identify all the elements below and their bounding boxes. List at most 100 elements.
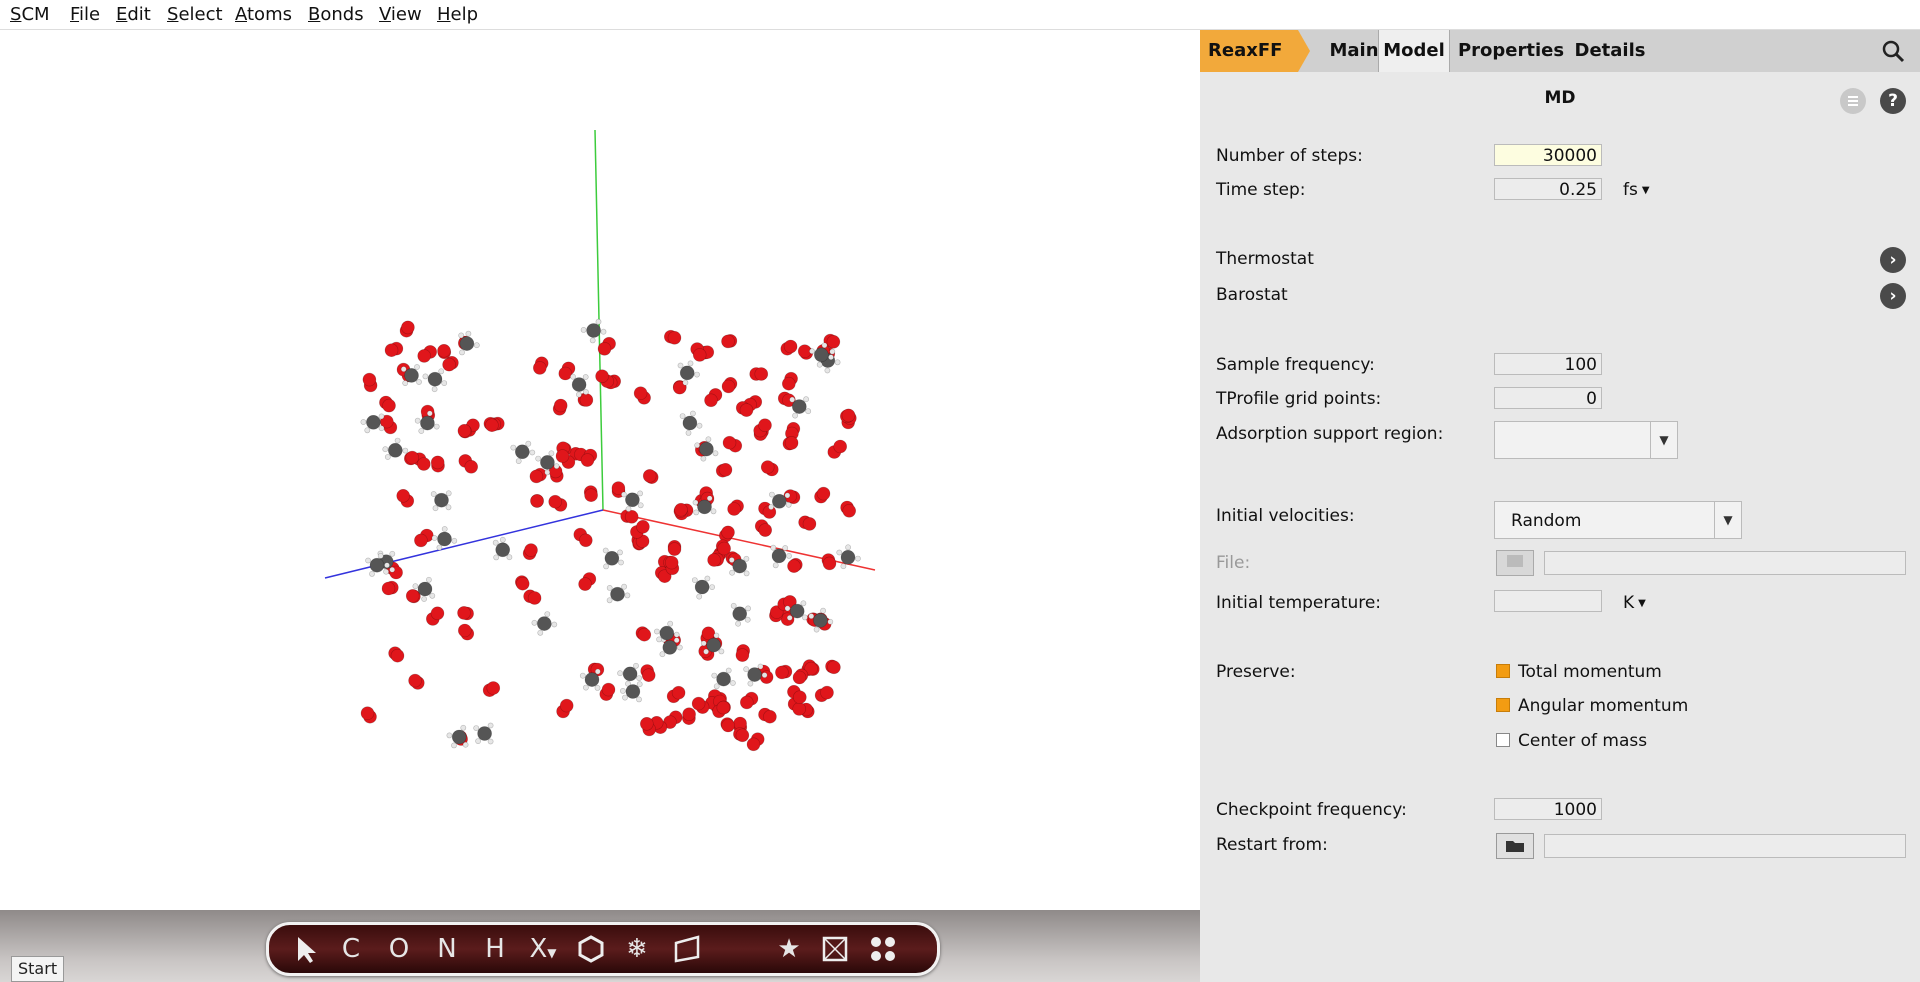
carbon-tool[interactable]: C xyxy=(341,934,361,964)
menu-view[interactable]: View xyxy=(379,4,422,25)
hydrogen-atom xyxy=(594,685,601,691)
oxygen-atom xyxy=(579,393,594,407)
carbon-atom xyxy=(694,579,710,595)
tab-reaxff[interactable]: ReaxFF xyxy=(1200,30,1298,72)
hydrogen-atom xyxy=(625,680,631,687)
hydrogen-atom xyxy=(414,364,420,370)
checkpoint-label: Checkpoint frequency: xyxy=(1216,800,1407,820)
ring-icon[interactable] xyxy=(573,931,609,967)
plane-icon[interactable] xyxy=(669,931,705,967)
hydrogen-atom xyxy=(529,449,536,456)
other-element-tool[interactable]: X▼ xyxy=(523,931,563,967)
time-step-label: Time step: xyxy=(1216,180,1306,200)
select-arrow-icon[interactable] xyxy=(287,931,323,967)
file-browse-button xyxy=(1496,550,1534,576)
init-vel-select[interactable]: Random ▼ xyxy=(1494,501,1742,539)
hydrogen-atom xyxy=(400,366,407,372)
time-step-unit-select[interactable]: fs ▼ xyxy=(1623,180,1650,200)
carbon-atom xyxy=(417,581,433,597)
hydrogen-atom xyxy=(431,386,438,393)
init-temp-input[interactable] xyxy=(1494,590,1602,612)
num-steps-input[interactable]: 30000 xyxy=(1494,144,1602,166)
carbon-atom xyxy=(584,672,600,687)
hydrogen-atom xyxy=(690,410,696,417)
adsorption-select[interactable]: ▼ xyxy=(1494,421,1678,459)
menu-scm[interactable]: SCM xyxy=(10,4,50,25)
checkpoint-input[interactable]: 1000 xyxy=(1494,798,1602,820)
hydrogen-atom xyxy=(525,440,532,447)
hydrogen-atom xyxy=(792,412,798,419)
hydrogen-atom xyxy=(786,614,793,621)
section-title: MD xyxy=(1544,88,1576,108)
oxygen-atom xyxy=(384,343,399,358)
tab-model[interactable]: Model xyxy=(1378,30,1450,72)
oxygen-atom xyxy=(833,439,848,454)
dropdown-arrow-icon[interactable]: ▼ xyxy=(1714,502,1741,538)
restart-path-field[interactable] xyxy=(1544,834,1906,858)
hydrogen-atom xyxy=(743,666,750,673)
hydrogen-atom xyxy=(603,563,609,570)
total-momentum-checkbox[interactable] xyxy=(1496,664,1510,678)
menu-edit[interactable]: Edit xyxy=(116,4,151,25)
hydrogen-atom xyxy=(378,413,385,420)
molecule-viewport[interactable] xyxy=(0,30,1200,910)
oxygen-atom xyxy=(595,369,609,384)
menu-help[interactable]: Help xyxy=(437,4,479,25)
tab-properties[interactable]: Properties xyxy=(1457,40,1565,61)
menu-select[interactable]: Select xyxy=(167,4,223,25)
oxygen-atom xyxy=(485,418,499,433)
oxygen-tool[interactable]: O xyxy=(388,934,410,964)
dropdown-arrow-icon[interactable]: ▼ xyxy=(1650,422,1677,458)
thermostat-expand-icon[interactable]: › xyxy=(1880,247,1906,273)
hydrogen-atom xyxy=(493,554,500,561)
center-of-mass-checkbox[interactable] xyxy=(1496,733,1510,747)
carbon-atom xyxy=(791,399,807,414)
hydrogen-atom xyxy=(389,566,396,573)
hydrogen-tool[interactable]: H xyxy=(485,934,505,964)
oxygen-atom xyxy=(390,648,405,663)
hydrogen-atom xyxy=(696,422,703,429)
search-icon[interactable] xyxy=(1880,38,1906,64)
hydrogen-atom xyxy=(768,504,774,510)
start-button[interactable]: Start xyxy=(11,956,65,982)
carbon-atom xyxy=(451,729,467,745)
snowflake-icon[interactable]: ❄ xyxy=(626,934,648,964)
tprofile-label: TProfile grid points: xyxy=(1216,389,1382,409)
nitrogen-tool[interactable]: N xyxy=(437,934,457,964)
hydrogen-atom xyxy=(784,605,791,612)
hydrogen-atom xyxy=(364,427,371,434)
hydrogen-atom xyxy=(728,557,735,563)
oxygen-atom xyxy=(735,648,750,662)
oxygen-atom xyxy=(515,576,530,591)
hydrogen-atom xyxy=(691,577,698,583)
barostat-expand-icon[interactable]: › xyxy=(1880,283,1906,309)
hydrogen-atom xyxy=(687,360,694,367)
oxygen-atom xyxy=(548,494,563,509)
tab-details[interactable]: Details xyxy=(1574,40,1646,61)
hydrogen-atom xyxy=(730,680,736,686)
hydrogen-atom xyxy=(827,618,834,625)
hydrogen-atom xyxy=(770,544,777,551)
help-icon[interactable]: ? xyxy=(1880,88,1906,114)
hydrogen-atom xyxy=(583,389,589,395)
menu-bonds[interactable]: Bonds xyxy=(308,4,364,25)
angular-momentum-checkbox[interactable] xyxy=(1496,698,1510,712)
menu-atoms[interactable]: Atoms xyxy=(235,4,292,25)
star-icon[interactable]: ★ xyxy=(777,934,801,964)
dots-icon[interactable] xyxy=(865,931,901,967)
cube-icon[interactable] xyxy=(817,931,853,967)
oxygen-atom xyxy=(362,372,377,387)
hydrogen-atom xyxy=(531,619,538,626)
sample-freq-input[interactable]: 100 xyxy=(1494,353,1602,375)
hydrogen-atom xyxy=(800,600,807,607)
init-temp-unit-select[interactable]: K ▼ xyxy=(1623,593,1646,613)
hydrogen-atom xyxy=(416,379,422,385)
hydrogen-atom xyxy=(710,508,717,515)
menu-file[interactable]: File xyxy=(70,4,101,25)
molecule-canvas[interactable] xyxy=(0,30,1200,910)
hydrogen-atom xyxy=(499,536,506,543)
restart-browse-button[interactable] xyxy=(1496,833,1534,859)
time-step-input[interactable]: 0.25 xyxy=(1494,178,1602,200)
tprofile-input[interactable]: 0 xyxy=(1494,387,1602,409)
list-icon[interactable] xyxy=(1840,88,1866,114)
